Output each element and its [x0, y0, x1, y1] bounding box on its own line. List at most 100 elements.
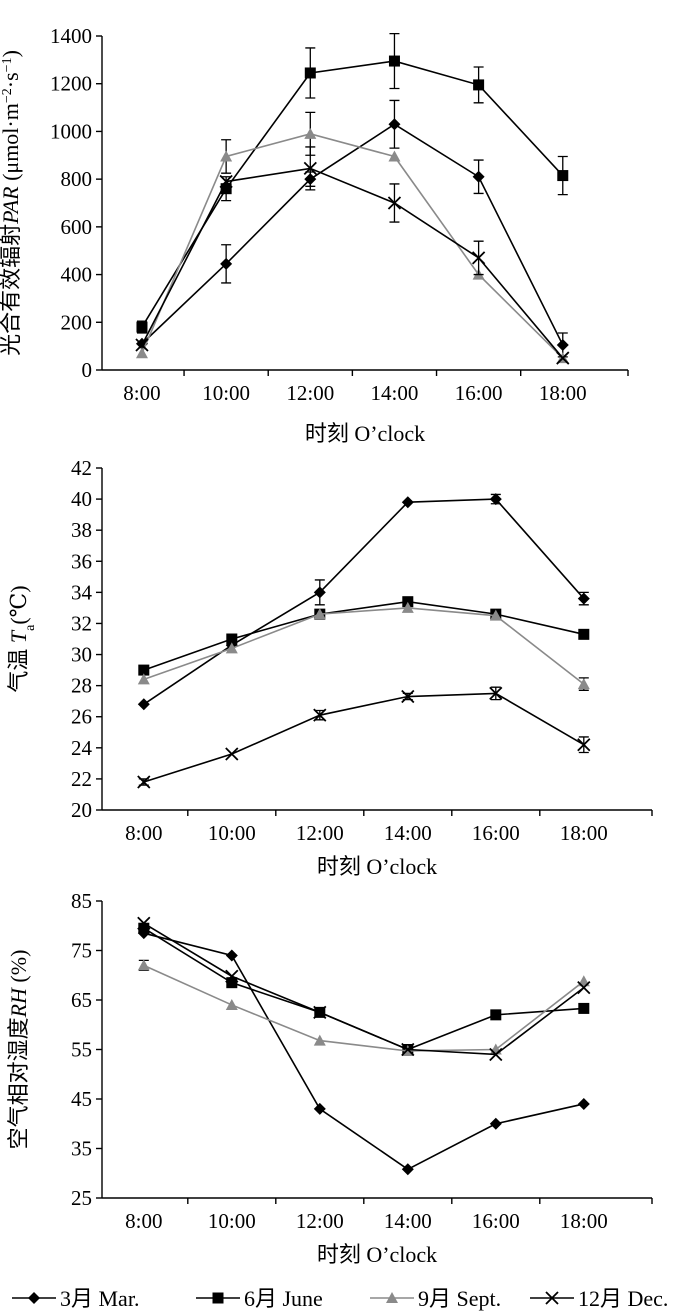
- data-point: [471, 251, 486, 265]
- data-point: [220, 183, 232, 195]
- data-point: [135, 338, 149, 352]
- legend-item: 12月 Dec.: [530, 1286, 668, 1311]
- data-point: [226, 633, 238, 645]
- x-axis-label: 时刻 O’clock: [317, 1242, 437, 1267]
- x-tick-label: 12:00: [286, 381, 334, 405]
- y-tick-label: 42: [71, 456, 92, 480]
- data-point: [401, 689, 415, 704]
- x-tick-label: 8:00: [125, 1209, 162, 1233]
- x-tick-label: 14:00: [384, 821, 432, 845]
- legend-item: 6月 June: [196, 1286, 323, 1311]
- data-point: [577, 738, 591, 752]
- legend-marker: [545, 1291, 559, 1305]
- data-point: [472, 170, 485, 183]
- legend-marker: [386, 1292, 398, 1303]
- data-point: [137, 959, 150, 971]
- data-point: [303, 161, 317, 176]
- legend-label: 12月 Dec.: [578, 1286, 668, 1311]
- series-cross: [135, 146, 570, 365]
- series-line: [141, 132, 564, 359]
- series-line: [143, 692, 585, 783]
- legend-label: 6月 June: [244, 1286, 323, 1311]
- y-tick-label: 32: [71, 611, 92, 635]
- y-tick-label: 24: [71, 736, 93, 760]
- y-axis-label: 气温 Ta(℃): [6, 585, 38, 692]
- y-tick-label: 400: [61, 263, 93, 287]
- data-point: [220, 257, 233, 270]
- y-tick-label: 20: [71, 798, 92, 822]
- data-point: [556, 351, 570, 365]
- y-tick-label: 1200: [50, 72, 92, 96]
- data-point: [137, 775, 151, 789]
- y-tick-label: 200: [61, 310, 93, 334]
- data-point: [313, 1102, 326, 1115]
- data-point: [577, 980, 591, 995]
- data-point: [313, 1034, 326, 1046]
- data-point: [401, 601, 414, 613]
- chart-panel-1: 0 200 400 600 800 1000 1200 1400 8:00 10:00 12:00 1…: [0, 24, 629, 446]
- series-cross: [137, 686, 591, 789]
- chart-panel-2: 20 22 24 26 28 30 32 34 36 38 40 42 8:00 10:00 12:00 14…: [6, 456, 653, 879]
- chart-panels: 0 200 400 600 800 1000 1200 1400 8:00 10:00 12:00 1…: [0, 24, 653, 1267]
- data-point: [402, 596, 414, 608]
- data-point: [226, 977, 238, 989]
- data-point: [489, 1117, 502, 1130]
- data-point: [225, 969, 239, 983]
- x-tick-label: 8:00: [125, 821, 162, 845]
- data-point: [489, 686, 503, 701]
- data-point: [401, 496, 414, 509]
- series-line: [143, 498, 585, 705]
- x-tick-label: 8:00: [123, 381, 160, 405]
- y-tick-label: 75: [71, 939, 92, 963]
- x-axis-label: 时刻 O’clock: [305, 421, 425, 446]
- data-point: [219, 174, 233, 189]
- data-point: [489, 493, 502, 506]
- series-diamond: [137, 493, 590, 711]
- data-point: [304, 127, 317, 139]
- x-tick-label: 18:00: [560, 1209, 608, 1233]
- series-line: [143, 964, 585, 1052]
- data-point: [577, 1097, 590, 1110]
- data-point: [225, 747, 239, 761]
- data-point: [137, 673, 150, 685]
- y-tick-label: 65: [71, 988, 92, 1012]
- data-point: [578, 1002, 590, 1014]
- y-axis-label: 光合有效辐射PAR (μmol·m−2·s−1): [0, 50, 23, 356]
- data-point: [138, 664, 150, 676]
- series-triangle: [135, 111, 569, 364]
- y-tick-label: 34: [71, 580, 93, 604]
- legend-label: 9月 Sept.: [418, 1286, 501, 1311]
- data-point: [556, 338, 569, 351]
- legend-item: 9月 Sept.: [370, 1286, 501, 1311]
- series-line: [143, 607, 585, 685]
- series-cross: [137, 916, 591, 1062]
- data-point: [313, 586, 326, 599]
- y-tick-label: 45: [71, 1087, 92, 1111]
- x-tick-label: 16:00: [472, 821, 520, 845]
- y-tick-label: 26: [71, 705, 92, 729]
- data-point: [304, 67, 316, 79]
- legend-marker: [28, 1292, 40, 1304]
- x-axis-label: 时刻 O’clock: [317, 854, 437, 879]
- y-tick-label: 35: [71, 1137, 92, 1161]
- series-line: [143, 600, 584, 671]
- series-triangle: [137, 601, 590, 691]
- data-point: [313, 608, 326, 620]
- y-tick-label: 1000: [50, 119, 92, 143]
- x-tick-label: 14:00: [371, 381, 419, 405]
- y-tick-label: 22: [71, 767, 92, 791]
- x-tick-label: 12:00: [296, 1209, 344, 1233]
- data-point: [387, 196, 402, 210]
- data-point: [489, 609, 502, 621]
- data-point: [577, 592, 590, 605]
- y-tick-label: 600: [61, 215, 93, 239]
- y-tick-label: 40: [71, 487, 92, 511]
- data-point: [225, 642, 238, 654]
- legend-marker: [212, 1292, 224, 1304]
- y-tick-label: 25: [71, 1186, 92, 1210]
- data-point: [138, 922, 150, 934]
- x-tick-label: 18:00: [560, 821, 608, 845]
- data-point: [388, 150, 401, 162]
- data-point: [220, 150, 233, 162]
- data-point: [578, 628, 590, 640]
